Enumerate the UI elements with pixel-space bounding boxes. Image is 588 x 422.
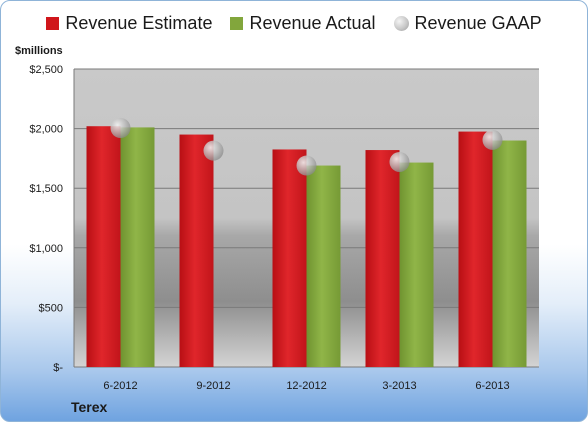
legend-item-estimate: Revenue Estimate (46, 13, 212, 34)
x-tick-label: 3-2013 (382, 380, 416, 392)
x-tick-label: 6-2012 (103, 380, 137, 392)
legend-label-actual: Revenue Actual (249, 13, 376, 33)
legend-item-actual: Revenue Actual (230, 13, 376, 34)
marker-revenue-gaap (389, 151, 410, 172)
bar-revenue-estimate (458, 131, 493, 367)
marker-revenue-gaap (203, 140, 224, 161)
bar-revenue-estimate (365, 150, 400, 367)
y-axis-unit-label: $millions (15, 45, 63, 57)
bar-revenue-estimate (86, 126, 121, 367)
bar-revenue-actual (120, 127, 155, 368)
legend-label-gaap: Revenue GAAP (414, 13, 542, 33)
bar-revenue-actual (399, 162, 434, 367)
marker-revenue-gaap (482, 129, 503, 150)
legend-swatch-actual (230, 17, 244, 30)
y-tick-label: $2,500 (29, 64, 63, 76)
y-tick-label: $1,000 (29, 243, 63, 255)
x-tick-label: 6-2013 (475, 380, 509, 392)
legend-label-estimate: Revenue Estimate (65, 13, 213, 33)
marker-revenue-gaap (296, 155, 317, 176)
y-tick-label: $- (53, 362, 63, 374)
legend: Revenue Estimate Revenue Actual Revenue … (1, 13, 587, 34)
y-tick-label: $500 (39, 302, 63, 314)
x-tick-label: 9-2012 (196, 380, 230, 392)
bar-revenue-actual (492, 140, 527, 367)
bar-revenue-estimate (179, 134, 214, 367)
marker-revenue-gaap (110, 118, 131, 139)
legend-item-gaap: Revenue GAAP (393, 13, 542, 34)
bar-revenue-actual (306, 165, 341, 367)
legend-swatch-estimate (46, 17, 60, 30)
company-name: Terex (71, 399, 108, 415)
y-tick-label: $2,000 (29, 124, 63, 136)
x-tick-label: 12-2012 (286, 380, 326, 392)
y-tick-label: $1,500 (29, 183, 63, 195)
bar-revenue-estimate (272, 149, 307, 367)
legend-swatch-gaap (393, 16, 409, 31)
